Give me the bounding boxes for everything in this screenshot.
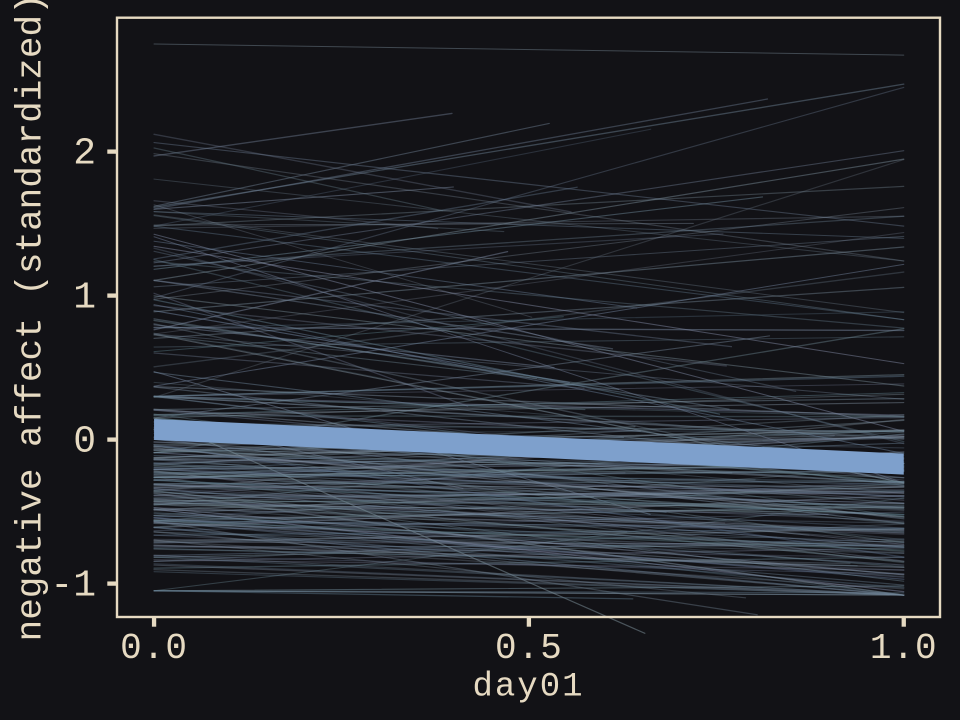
svg-text:day01: day01 xyxy=(472,669,584,707)
svg-text:0: 0 xyxy=(73,421,96,464)
svg-text:-1: -1 xyxy=(50,565,96,608)
svg-text:1.0: 1.0 xyxy=(870,628,938,669)
svg-text:0.5: 0.5 xyxy=(495,628,563,669)
svg-text:2: 2 xyxy=(73,133,96,176)
svg-text:0.0: 0.0 xyxy=(120,628,188,669)
svg-text:negative affect (standardized): negative affect (standardized) xyxy=(11,0,52,641)
svg-text:1: 1 xyxy=(73,277,96,320)
